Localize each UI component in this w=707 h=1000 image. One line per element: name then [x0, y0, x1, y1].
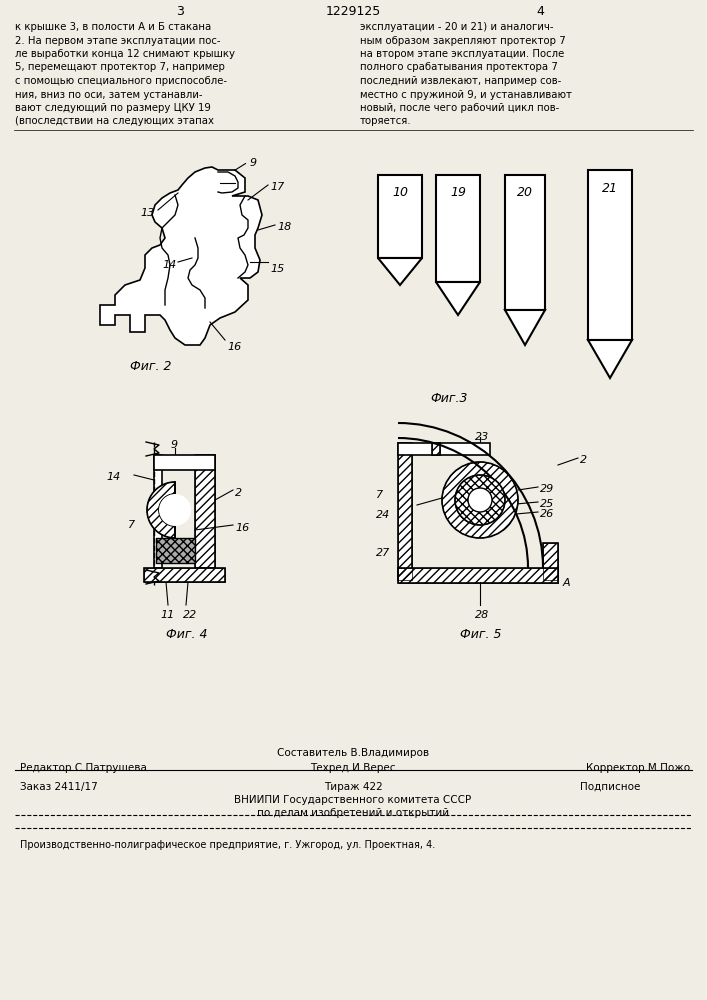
Text: по делам изобретений и открытий: по делам изобретений и открытий — [257, 808, 449, 818]
Text: ле выработки конца 12 снимают крышку: ле выработки конца 12 снимают крышку — [15, 49, 235, 59]
Text: местно с пружиной 9, и устанавливают: местно с пружиной 9, и устанавливают — [360, 90, 572, 100]
Bar — [505, 175, 545, 310]
Text: ВНИИПИ Государственного комитета СССР: ВНИИПИ Государственного комитета СССР — [235, 795, 472, 805]
Text: торяется.: торяется. — [360, 116, 411, 126]
Text: 7: 7 — [128, 520, 135, 530]
Text: 28: 28 — [475, 610, 489, 620]
Text: 14: 14 — [106, 472, 120, 482]
Text: 21: 21 — [602, 182, 618, 194]
Bar — [144, 568, 225, 582]
Text: 16: 16 — [227, 342, 241, 352]
Text: 5, перемещают протектор 7, например: 5, перемещают протектор 7, например — [15, 62, 225, 73]
Text: 1229125: 1229125 — [326, 5, 381, 18]
Circle shape — [442, 462, 518, 538]
Text: 17: 17 — [270, 182, 284, 192]
Bar — [398, 443, 412, 580]
Text: Техред И.Верес: Техред И.Верес — [310, 763, 396, 773]
Bar — [398, 568, 558, 583]
Text: Производственно-полиграфическое предприятие, г. Ужгород, ул. Проектная, 4.: Производственно-полиграфическое предприя… — [20, 840, 436, 850]
Bar — [436, 175, 480, 282]
Text: с помощью специального приспособле-: с помощью специального приспособле- — [15, 76, 227, 86]
Circle shape — [159, 494, 191, 526]
Text: полного срабатывания протектора 7: полного срабатывания протектора 7 — [360, 62, 558, 73]
Text: 10: 10 — [392, 186, 408, 200]
Text: 4: 4 — [536, 5, 544, 18]
Bar — [378, 175, 422, 258]
Polygon shape — [147, 482, 175, 538]
Bar — [154, 455, 215, 470]
Text: Составитель В.Владимиров: Составитель В.Владимиров — [277, 748, 429, 758]
Bar — [156, 538, 195, 563]
Bar — [195, 455, 215, 568]
Bar — [432, 443, 440, 455]
Bar — [144, 568, 225, 582]
Text: 18: 18 — [277, 222, 291, 232]
Bar — [398, 568, 558, 583]
Text: 11: 11 — [160, 610, 174, 620]
Text: Корректор М.Пожо: Корректор М.Пожо — [586, 763, 690, 773]
Text: Фиг. 4: Фиг. 4 — [166, 628, 207, 641]
Text: (впоследствии на следующих этапах: (впоследствии на следующих этапах — [15, 116, 214, 126]
Bar — [195, 455, 215, 568]
Circle shape — [468, 488, 492, 512]
Text: 27: 27 — [376, 548, 390, 558]
Bar — [588, 170, 632, 340]
Polygon shape — [436, 282, 480, 315]
Text: новый, после чего рабочий цикл пов-: новый, после чего рабочий цикл пов- — [360, 103, 559, 113]
Text: к крышке 3, в полости А и Б стакана: к крышке 3, в полости А и Б стакана — [15, 22, 211, 32]
Text: Фиг.3: Фиг.3 — [430, 392, 467, 405]
Circle shape — [455, 475, 505, 525]
Text: б: б — [472, 469, 479, 479]
Text: на втором этапе эксплуатации. После: на втором этапе эксплуатации. После — [360, 49, 564, 59]
Text: 9: 9 — [250, 158, 257, 168]
Text: 19: 19 — [450, 186, 466, 200]
Bar — [398, 443, 490, 455]
Text: 20: 20 — [517, 186, 533, 200]
Text: 2: 2 — [580, 455, 587, 465]
Text: последний извлекают, например сов-: последний извлекают, например сов- — [360, 76, 561, 86]
Polygon shape — [378, 258, 422, 285]
Text: эксплуатации - 20 и 21) и аналогич-: эксплуатации - 20 и 21) и аналогич- — [360, 22, 554, 32]
Polygon shape — [588, 340, 632, 378]
Text: 3: 3 — [176, 5, 184, 18]
Bar — [432, 443, 440, 455]
Text: ния, вниз по оси, затем устанавли-: ния, вниз по оси, затем устанавли- — [15, 90, 202, 100]
Text: 23: 23 — [475, 432, 489, 442]
Text: 2. На первом этапе эксплуатации пос-: 2. На первом этапе эксплуатации пос- — [15, 35, 221, 45]
Text: Редактор С.Патрушева: Редактор С.Патрушева — [20, 763, 147, 773]
Polygon shape — [100, 167, 262, 345]
Text: Подписное: Подписное — [580, 782, 641, 792]
Text: 26: 26 — [540, 509, 554, 519]
Text: Фиг. 2: Фиг. 2 — [130, 360, 172, 373]
Text: 15: 15 — [270, 264, 284, 274]
Text: 14: 14 — [162, 260, 176, 270]
Bar — [543, 543, 558, 580]
Text: 24: 24 — [376, 510, 390, 520]
Text: 7: 7 — [376, 490, 383, 500]
Bar — [156, 538, 195, 563]
Bar — [543, 543, 558, 580]
Polygon shape — [505, 310, 545, 345]
Text: Фиг. 5: Фиг. 5 — [460, 628, 501, 641]
Text: Тираж 422: Тираж 422 — [324, 782, 382, 792]
Text: 22: 22 — [183, 610, 197, 620]
Text: А: А — [563, 578, 571, 588]
Text: 25: 25 — [540, 499, 554, 509]
Text: 29: 29 — [540, 484, 554, 494]
Bar — [398, 443, 412, 580]
Text: 9: 9 — [171, 440, 178, 450]
Text: 16: 16 — [235, 523, 250, 533]
Text: вают следующий по размеру ЦКУ 19: вают следующий по размеру ЦКУ 19 — [15, 103, 211, 113]
Bar — [154, 455, 162, 568]
Text: 2: 2 — [235, 488, 242, 498]
Text: ным образом закрепляют протектор 7: ным образом закрепляют протектор 7 — [360, 35, 566, 45]
Text: Заказ 2411/17: Заказ 2411/17 — [20, 782, 98, 792]
Text: 13: 13 — [140, 208, 154, 218]
